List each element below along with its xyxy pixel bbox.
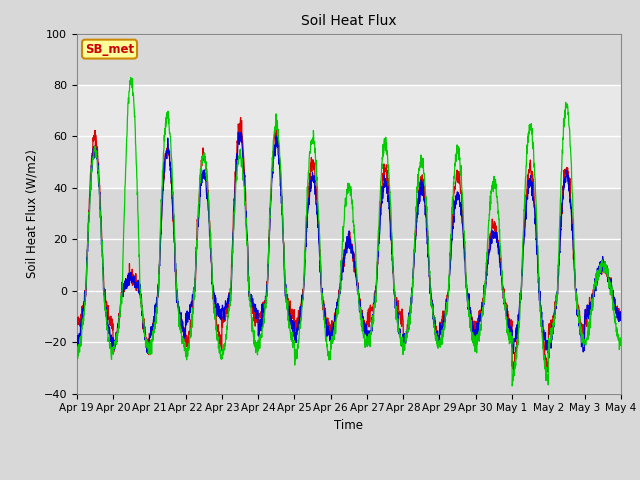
Text: SB_met: SB_met xyxy=(85,43,134,56)
Title: Soil Heat Flux: Soil Heat Flux xyxy=(301,14,397,28)
Bar xyxy=(77,85,621,188)
Y-axis label: Soil Heat Flux (W/m2): Soil Heat Flux (W/m2) xyxy=(25,149,38,278)
Legend: SHF1, SHF2, SHF3: SHF1, SHF2, SHF3 xyxy=(214,479,483,480)
X-axis label: Time: Time xyxy=(334,419,364,432)
